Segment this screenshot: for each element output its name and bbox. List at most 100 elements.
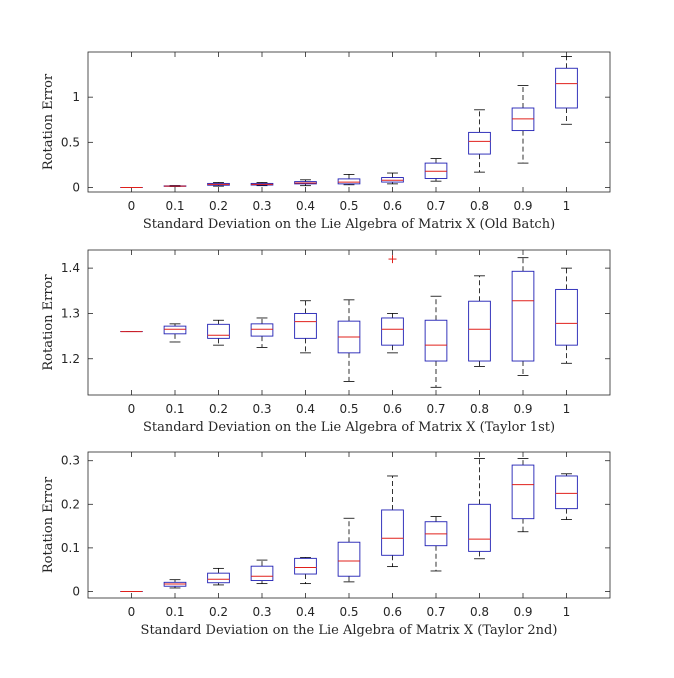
x-tick-label: 0.8 [470, 402, 489, 416]
box-0.2 [207, 319, 230, 346]
x-tick-label: 0.5 [339, 605, 358, 619]
x-tick-label: 0.5 [339, 199, 358, 213]
x-tick-label: 0 [128, 605, 136, 619]
x-tick-label: 0.4 [296, 199, 315, 213]
x-tick-label: 0.7 [426, 605, 445, 619]
box-0.5 [337, 173, 361, 186]
box-0.7 [424, 516, 448, 572]
iqr-box [294, 312, 317, 339]
x-tick-label: 0.8 [470, 605, 489, 619]
box-0.6 [381, 475, 404, 568]
x-tick-label: 1 [563, 605, 571, 619]
box-0.1 [163, 579, 187, 589]
x-tick-label: 0.9 [513, 402, 532, 416]
box-0.4 [294, 179, 317, 187]
y-axis-label: Rotation Error [41, 73, 56, 170]
y-tick-label: 0 [72, 180, 80, 194]
x-tick-label: 1 [563, 402, 571, 416]
x-tick-label: 1 [563, 199, 571, 213]
x-tick-label: 0.7 [426, 402, 445, 416]
outlier-marker [388, 255, 397, 264]
box-0.2 [207, 567, 230, 586]
iqr-box [468, 503, 491, 552]
axes-frame [87, 51, 611, 193]
x-tick-label: 0.7 [426, 199, 445, 213]
x-tick-label: 0.2 [209, 605, 228, 619]
x-tick-label: 0.1 [165, 199, 184, 213]
box-0.7 [424, 295, 448, 388]
box-0.4 [294, 557, 317, 585]
y-tick-label: 1.2 [61, 352, 80, 366]
iqr-box [381, 317, 404, 346]
y-tick-label: 1.4 [61, 261, 80, 275]
iqr-box [250, 565, 274, 582]
x-tick-label: 0.3 [252, 199, 271, 213]
x-tick-label: 0.6 [383, 605, 402, 619]
y-axis-label: Rotation Error [41, 274, 56, 371]
x-tick-label: 0.2 [209, 402, 228, 416]
x-tick-label: 0.6 [383, 199, 402, 213]
x-tick-label: 0.2 [209, 199, 228, 213]
box-0.3 [250, 317, 274, 348]
box-0.6 [381, 313, 404, 354]
box-0.9 [511, 257, 535, 376]
iqr-box [207, 323, 230, 339]
panel-1: 0 0.5 1 0 0.1 0.2 0.3 0.4 0.5 0.6 0.7 0.8 0.9 1 Standa… [41, 51, 611, 232]
box-1 [555, 267, 578, 364]
box-0.5 [337, 517, 361, 583]
iqr-box [381, 509, 404, 556]
x-tick-label: 0.8 [470, 199, 489, 213]
x-tick-label: 0.3 [252, 605, 271, 619]
x-axis-label: Standard Deviation on the Lie Algebra of… [143, 420, 555, 435]
iqr-box [555, 67, 578, 109]
box-0.8 [468, 275, 491, 367]
iqr-box [468, 300, 491, 362]
box-0.3 [250, 559, 274, 585]
y-tick-label: 0.5 [61, 135, 80, 149]
x-tick-label: 0.1 [165, 605, 184, 619]
x-tick-label: 0.3 [252, 402, 271, 416]
box-0.9 [511, 85, 535, 164]
x-tick-label: 0.9 [513, 605, 532, 619]
box-0.8 [468, 458, 491, 560]
y-tick-label: 1 [72, 90, 80, 104]
x-axis-label: Standard Deviation on the Lie Algebra of… [141, 623, 558, 638]
y-tick-label: 0.3 [61, 454, 80, 468]
box-1 [555, 56, 578, 125]
box-0.2 [207, 182, 230, 187]
x-tick-label: 0.6 [383, 402, 402, 416]
y-tick-label: 1.3 [61, 306, 80, 320]
x-tick-label: 0.1 [165, 402, 184, 416]
iqr-box [207, 572, 230, 584]
y-axis-label: Rotation Error [41, 476, 56, 573]
y-tick-label: 0 [72, 584, 80, 598]
x-tick-label: 0.5 [339, 402, 358, 416]
iqr-box [468, 131, 491, 155]
x-tick-label: 0.4 [296, 402, 315, 416]
iqr-box [555, 475, 578, 510]
box-0.1 [163, 185, 187, 187]
panel-3: 0 0.1 0.2 0.3 0 0.1 0.2 0.3 0.4 0.5 0.6 0.7 0.8 0.9 1S… [41, 451, 611, 638]
x-axis-label: Standard Deviation on the Lie Algebra of… [143, 217, 555, 232]
x-tick-label: 0 [128, 199, 136, 213]
box-0.9 [511, 458, 535, 533]
box-0.4 [294, 300, 317, 354]
iqr-box [337, 178, 361, 185]
box-0.3 [250, 182, 274, 187]
panel-2: 1.2 1.3 1.4 0 0.1 0.2 0.3 0.4 0.5 0.6 0.7 0.8 0.9 1 St… [41, 249, 611, 435]
iqr-box [294, 557, 317, 575]
box-0.5 [337, 299, 361, 382]
iqr-box [424, 319, 448, 362]
iqr-box [555, 288, 578, 346]
box-0.6 [381, 172, 404, 185]
box-0.1 [163, 323, 187, 343]
y-tick-label: 0.1 [61, 541, 80, 555]
iqr-box [511, 464, 535, 520]
box-0.8 [468, 109, 491, 173]
iqr-box [250, 323, 274, 337]
iqr-box [511, 270, 535, 362]
iqr-box [337, 541, 361, 577]
box-1 [555, 473, 578, 520]
box-0.7 [424, 158, 448, 182]
